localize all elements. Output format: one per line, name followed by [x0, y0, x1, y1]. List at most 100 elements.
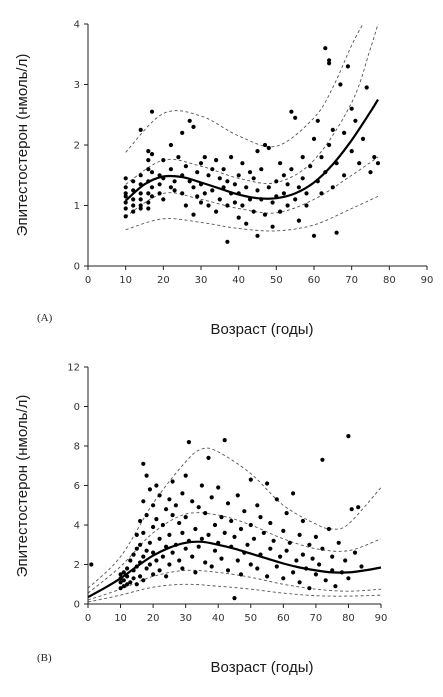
- data-point: [236, 173, 241, 178]
- band-line: [87, 583, 382, 603]
- data-point: [291, 491, 296, 496]
- data-point: [177, 558, 182, 563]
- data-point: [232, 182, 237, 187]
- y-tick-label: 0: [74, 402, 80, 413]
- data-point: [121, 584, 126, 589]
- x-tick-label: 20: [147, 613, 160, 624]
- data-point: [147, 487, 152, 492]
- x-tick-label: 10: [114, 613, 127, 624]
- x-tick-label: 0: [85, 613, 91, 624]
- data-point: [172, 179, 177, 184]
- data-point: [345, 64, 350, 69]
- data-point: [144, 566, 149, 571]
- data-point: [123, 185, 128, 190]
- data-point: [146, 206, 151, 211]
- data-point: [191, 212, 196, 217]
- data-point: [180, 491, 185, 496]
- data-point: [146, 191, 151, 196]
- data-point: [199, 483, 204, 488]
- data-point: [144, 548, 149, 553]
- data-point: [238, 572, 244, 577]
- data-point: [265, 574, 270, 579]
- data-point: [244, 221, 249, 226]
- x-tick-label: 70: [310, 613, 323, 624]
- data-point: [170, 479, 175, 484]
- data-point: [222, 438, 227, 443]
- data-point: [202, 155, 207, 160]
- data-point: [320, 457, 325, 462]
- y-tick-label: 4: [74, 20, 80, 31]
- data-point: [131, 209, 136, 214]
- data-point: [183, 203, 188, 208]
- data-point: [141, 554, 146, 559]
- data-point: [131, 197, 136, 202]
- data-point: [232, 200, 237, 205]
- data-point: [202, 191, 207, 196]
- panel-a-y-ticks: 0 1 2 3 4: [74, 20, 88, 273]
- data-point: [219, 556, 224, 561]
- x-tick-label: 90: [375, 613, 388, 624]
- data-point: [294, 558, 299, 563]
- data-point: [300, 518, 305, 524]
- data-point: [138, 191, 143, 196]
- data-point: [244, 185, 249, 190]
- data-point: [118, 572, 123, 577]
- panel-a-axes: [87, 24, 427, 267]
- panel-b-y-ticks: 0 2 4 6 8 0 12: [67, 363, 88, 611]
- data-point: [176, 155, 181, 160]
- y-tick-label: 1: [74, 201, 80, 212]
- data-point: [352, 550, 358, 555]
- data-point: [222, 530, 227, 536]
- data-point: [319, 155, 324, 160]
- data-point: [138, 127, 143, 132]
- data-point: [333, 584, 338, 589]
- data-point: [349, 149, 354, 154]
- data-point: [307, 586, 312, 591]
- data-point: [217, 197, 222, 202]
- x-tick-label: 80: [383, 275, 396, 286]
- data-point: [121, 570, 126, 575]
- data-point: [154, 517, 159, 522]
- data-point: [274, 497, 279, 502]
- data-point: [296, 185, 301, 190]
- data-point: [128, 580, 133, 585]
- data-point: [161, 158, 166, 163]
- data-point: [319, 191, 324, 196]
- data-point: [336, 540, 341, 545]
- data-point: [248, 562, 253, 567]
- panel-a-x-axis-title: Возраст (годы): [211, 321, 314, 338]
- band-line: [125, 195, 379, 232]
- data-point: [157, 191, 162, 196]
- data-point: [141, 461, 146, 466]
- data-point: [284, 510, 289, 516]
- y-tick-label: 2: [74, 560, 80, 571]
- data-point: [190, 499, 195, 504]
- y-tick-label: 2: [74, 141, 80, 152]
- data-point: [251, 536, 257, 541]
- data-point: [180, 530, 185, 536]
- data-point: [183, 546, 188, 551]
- panel-a: 0 10 20 30 40 50 60 70 80 90 0 1 2 3 4 (A) Возраст (г…: [14, 20, 433, 339]
- data-point: [330, 127, 335, 132]
- data-point: [138, 518, 143, 524]
- data-point: [138, 197, 143, 202]
- data-point: [138, 574, 143, 579]
- data-point: [360, 136, 366, 141]
- data-point: [168, 185, 173, 190]
- data-point: [217, 176, 222, 181]
- data-point: [330, 554, 335, 559]
- data-point: [206, 532, 211, 538]
- x-tick-label: 50: [270, 275, 283, 286]
- data-point: [167, 532, 172, 538]
- band-line: [125, 156, 379, 217]
- data-point: [293, 115, 298, 120]
- data-point: [196, 544, 201, 549]
- data-point: [242, 509, 247, 514]
- data-point: [157, 536, 162, 541]
- data-point: [196, 505, 201, 510]
- y-tick-label: 4: [74, 521, 80, 532]
- data-point: [214, 158, 219, 163]
- data-point: [270, 224, 275, 229]
- data-point: [138, 203, 143, 208]
- data-point: [123, 200, 128, 205]
